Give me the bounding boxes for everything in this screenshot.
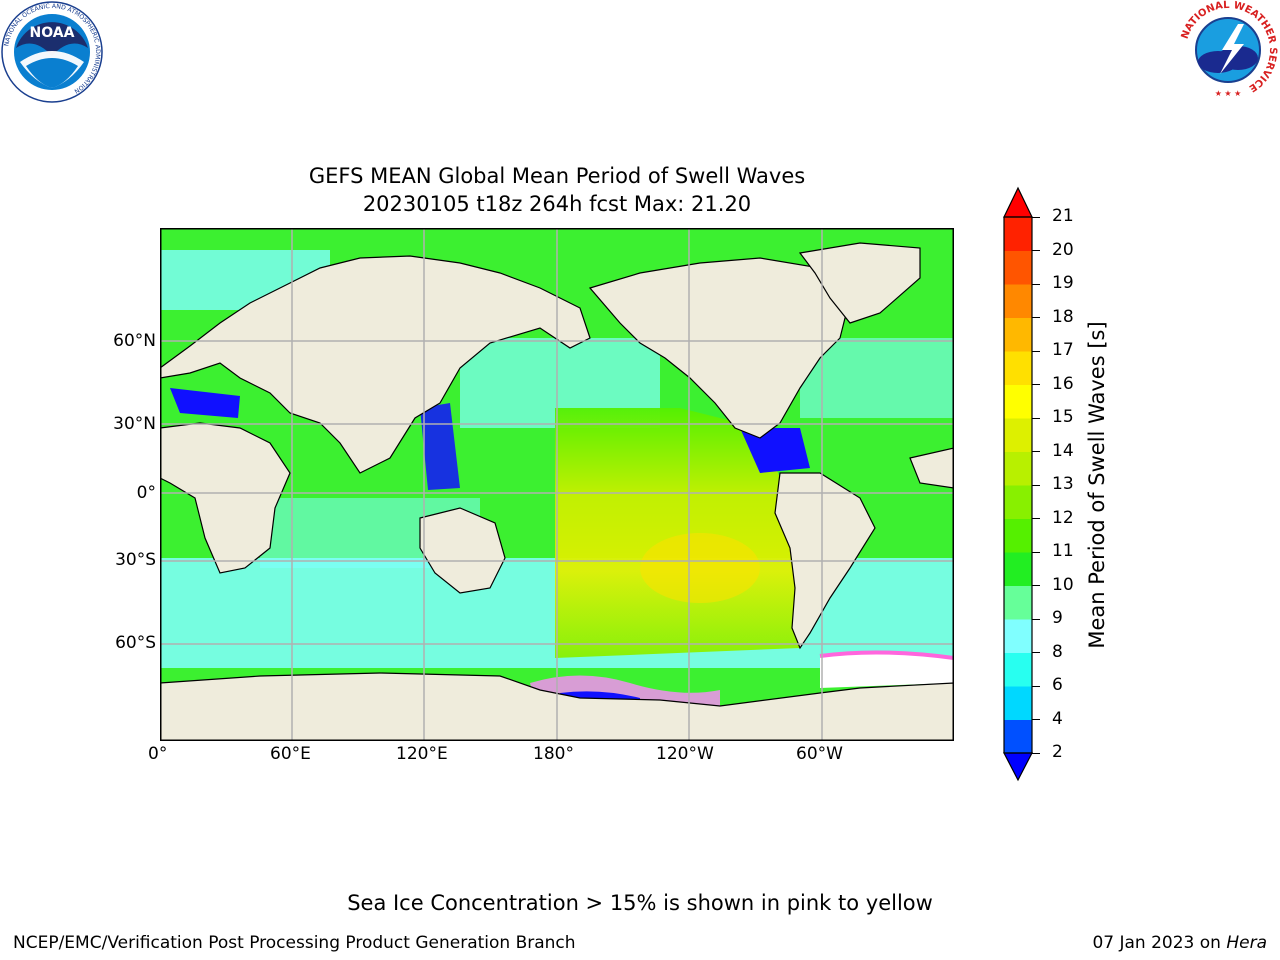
lat-label-60n: 60°N [113,331,156,351]
colorbar-tick-label: 2 [1052,742,1063,762]
colorbar-tick-label: 16 [1052,373,1074,394]
land-australia [419,507,506,594]
pacific-max-field [640,533,760,603]
colorbar-tick-mark [1032,317,1040,319]
land-greenland [798,242,921,324]
colorbar-band [1004,719,1032,754]
pacific-field [555,408,800,658]
mediterranean-field [170,388,240,418]
colorbar-tick-mark [1032,551,1040,553]
map-frame [160,228,954,741]
colorbar-tick-label: 8 [1052,641,1063,662]
colorbar-tick-mark [1032,451,1040,453]
colorbar-band [1004,451,1032,486]
swell-period-map [159,228,955,742]
svg-text:★ ★ ★: ★ ★ ★ [1215,89,1242,98]
colorbar-tick-mark [1032,752,1040,754]
land-eurasia [159,255,591,474]
colorbar-tick-label: 20 [1052,239,1074,260]
lon-label-180: 180° [533,744,574,764]
map-panel [159,228,955,742]
noaa-logo: NATIONAL OCEANIC AND ATMOSPHERIC ADMINIS… [0,0,104,104]
colorbar-tick-mark [1032,417,1040,419]
colorbar-tick-label: 17 [1052,340,1074,360]
colorbar-band [1004,652,1032,687]
colorbar-band [1004,217,1032,251]
noaa-logo-text: NOAA [30,25,75,41]
colorbar-tick-mark [1032,585,1040,587]
colorbar-tick-mark [1032,350,1040,352]
colorbar-tick-label: 18 [1052,306,1074,327]
colorbar-over-arrow [1003,186,1033,218]
colorbar-tick-label: 10 [1052,574,1074,595]
colorbar-tick-mark [1032,484,1040,486]
colorbar-band [1004,686,1032,720]
gridlines [160,228,954,741]
weddell-ice-edge [819,650,955,660]
colorbar-tick-label: 12 [1052,507,1074,528]
colorbar-band [1004,317,1032,352]
colorbar-tick-mark [1032,250,1040,252]
colorbar-band [1004,619,1032,653]
colorbar-tick-label: 21 [1052,206,1074,226]
colorbar-tick-label: 9 [1052,608,1063,628]
colorbar-under-arrow [1003,752,1033,782]
colorbar-tick-label: 6 [1052,675,1063,695]
colorbar-tick-mark [1032,216,1040,218]
colorbar-band [1004,250,1032,285]
colorbar-band [1004,384,1032,419]
footer-machine: Hera [1226,933,1267,953]
colorbar-tick-mark [1032,618,1040,620]
lat-label-60s: 60°S [115,633,156,653]
colorbar-tick-label: 13 [1052,474,1074,494]
lat-label-30n: 30°N [113,414,156,434]
lon-label-60e: 60°E [270,744,311,764]
lon-label-120w: 120°W [656,744,714,764]
colorbar-label: Mean Period of Swell Waves [s] [1085,321,1109,649]
colorbar-tick-label: 4 [1052,708,1063,729]
footer-date-text: 07 Jan 2023 on [1092,933,1221,953]
colorbar-svg [1003,186,1033,782]
colorbar-tick-label: 19 [1052,273,1074,293]
gulf-of-mexico-field [740,428,810,473]
lon-label-0: 0° [148,744,168,764]
colorbar [1000,186,1036,782]
footer-producer: NCEP/EMC/Verification Post Processing Pr… [13,933,576,953]
colorbar-band [1004,585,1032,620]
colorbar-tick-label: 15 [1052,407,1074,427]
colorbar-tick-mark [1032,719,1040,721]
sea-ice-note: Sea Ice Concentration > 15% is shown in … [347,891,933,915]
colorbar-tick-mark [1032,518,1040,520]
colorbar-tick-label: 11 [1052,541,1074,561]
colorbar-band [1004,351,1032,385]
colorbar-band [1004,552,1032,586]
chart-subtitle: 20230105 t18z 264h fcst Max: 21.20 [362,192,752,216]
footer-date: 07 Jan 2023 on Hera [1092,933,1267,953]
land-africa [159,422,291,574]
colorbar-band [1004,418,1032,452]
colorbar-tick-mark [1032,652,1040,654]
weddell-ice [820,652,954,688]
colorbar-tick-mark [1032,685,1040,687]
lat-label-eq: 0° [136,483,156,503]
colorbar-tick-mark [1032,283,1040,285]
chart-title: GEFS MEAN Global Mean Period of Swell Wa… [308,164,806,188]
colorbar-band [1004,518,1032,553]
lon-label-60w: 60°W [796,744,843,764]
colorbar-tick-label: 14 [1052,440,1074,461]
land-north-america [588,257,851,439]
nws-logo: NATIONAL WEATHER SERVICE ★ ★ ★ [1178,0,1278,100]
colorbar-band [1004,485,1032,519]
colorbar-band [1004,284,1032,318]
lon-label-120e: 120°E [396,744,448,764]
colorbar-tick-mark [1032,384,1040,386]
lat-label-30s: 30°S [115,550,156,570]
